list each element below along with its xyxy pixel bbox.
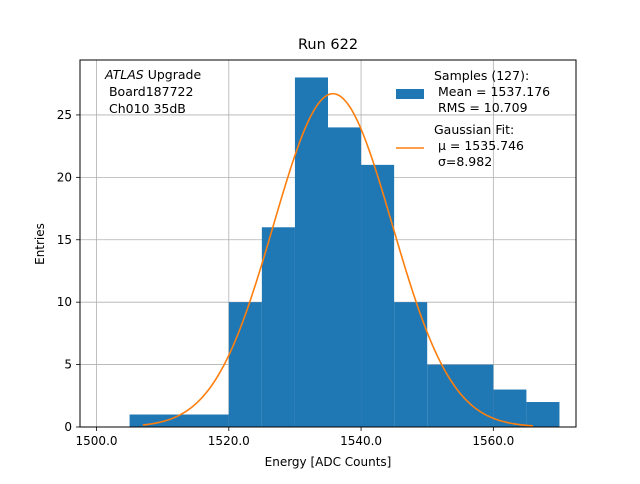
y-axis-ticks: 0 5 10 15 20 25 [57,108,80,434]
axes-frame [79,59,577,428]
y-axis-label: Entries [33,223,47,265]
histogram-bar [526,402,560,427]
legend-fit-text: μ = 1535.746 [434,138,524,153]
annotation-text: Upgrade [144,67,202,82]
y-tick-label: 25 [57,108,72,122]
histogram-bar [361,164,395,427]
x-axis-label: Energy [ADC Counts] [265,455,392,469]
histogram-bar [427,364,494,427]
histogram-bar [261,227,295,427]
board-annotation: ATLAS Upgrade Board187722 Ch010 35dB [104,67,201,116]
annotation-line: Ch010 35dB [105,101,186,116]
y-tick-label: 5 [64,358,72,372]
histogram-bar [228,302,262,427]
chart-title: Run 622 [298,37,358,53]
x-axis-ticks: 1500.0 1520.0 1540.0 1560.0 [76,427,514,448]
legend-fit-text: σ=8.982 [434,154,492,169]
histogram-bar [294,77,328,427]
annotation-text: Board187722 [105,84,193,99]
legend-samples-text: RMS = 10.709 [434,100,528,115]
x-tick-label: 1520.0 [208,434,250,448]
annotation-line: Board187722 [105,84,193,99]
histogram-bars [129,77,560,427]
legend-samples-text: Samples (127): [434,68,529,83]
legend: Samples (127): Mean = 1537.176 RMS = 10.… [396,68,550,169]
y-tick-label: 20 [57,170,72,184]
legend-samples-text: Mean = 1537.176 [434,84,550,99]
histogram-bar [493,389,527,427]
legend-swatch-samples [396,89,424,99]
annotation-italic: ATLAS [104,67,144,82]
histogram-bar [328,127,362,427]
y-tick-label: 0 [64,420,72,434]
legend-fit-text: Gaussian Fit: [434,122,514,137]
x-tick-label: 1560.0 [472,434,514,448]
annotation-text: Ch010 35dB [105,101,186,116]
gaussian-fit-curve [142,92,534,427]
x-tick-label: 1540.0 [340,434,382,448]
x-tick-label: 1500.0 [76,434,118,448]
histogram-bar [394,302,428,427]
annotation-line: ATLAS Upgrade [104,67,201,82]
y-tick-label: 10 [57,295,72,309]
y-tick-label: 15 [57,233,72,247]
